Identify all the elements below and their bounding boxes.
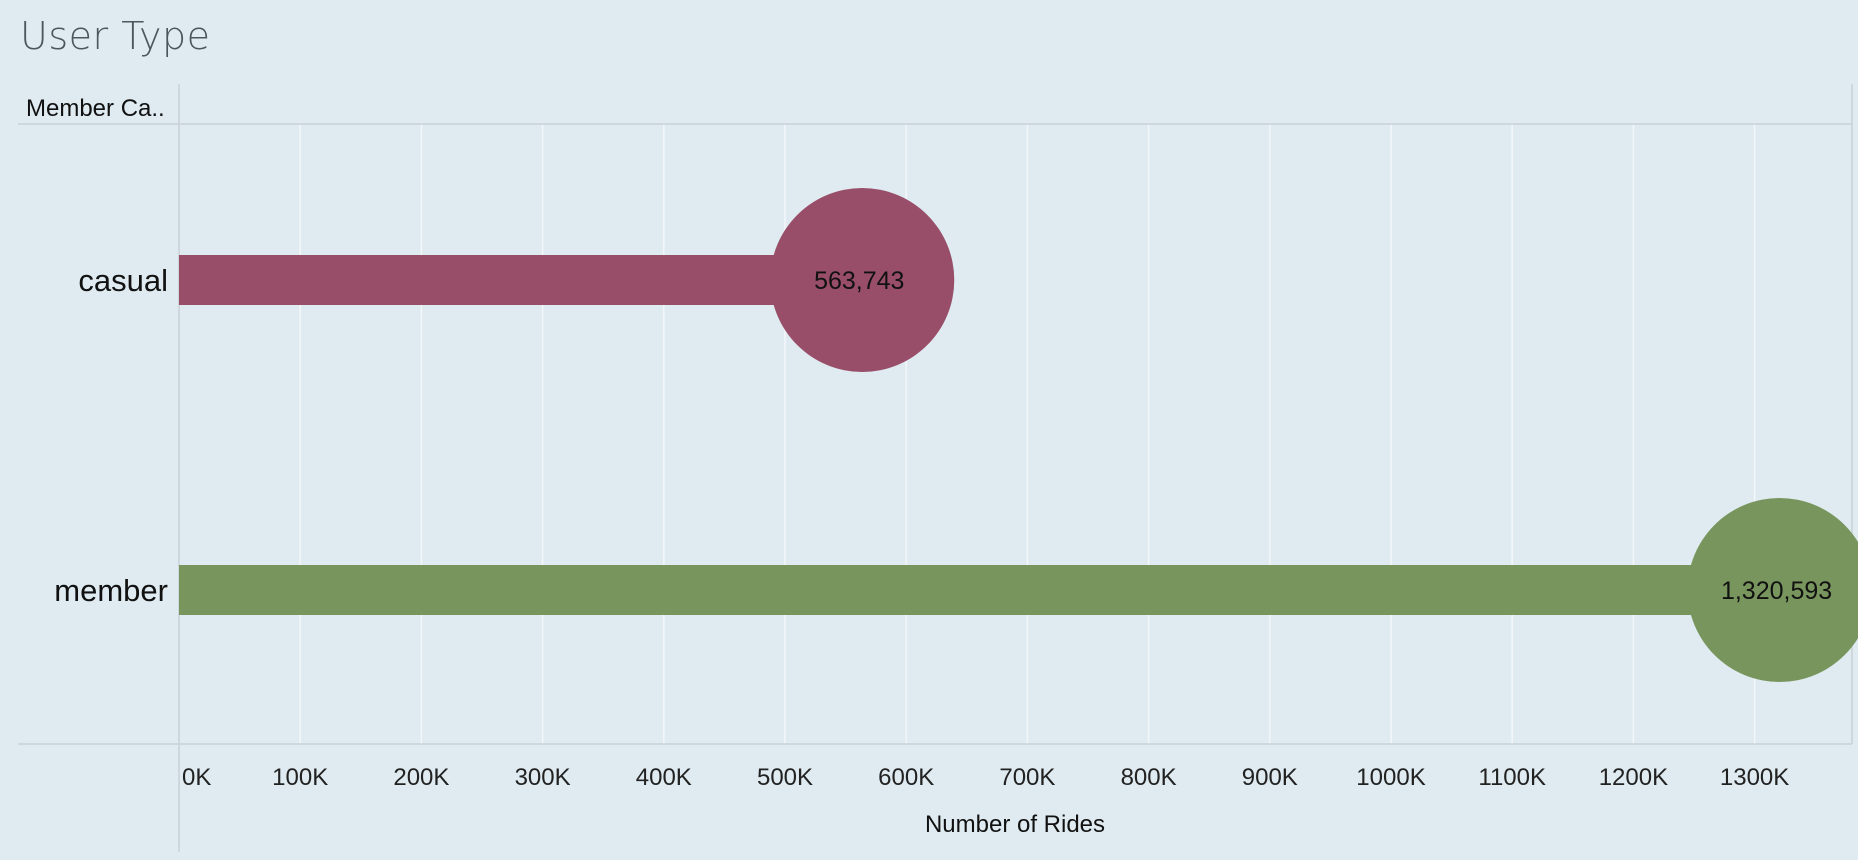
circle-marker-member[interactable]: [1687, 498, 1858, 682]
x-tick-label-6: 600K: [878, 764, 934, 791]
x-tick-label-8: 800K: [1121, 764, 1177, 791]
row-label-casual: casual: [78, 263, 168, 298]
x-tick-label-10: 1000K: [1356, 764, 1425, 791]
chart-title: User Type: [20, 14, 211, 58]
x-tick-label-0: 0K: [182, 764, 211, 791]
x-tick-label-7: 700K: [999, 764, 1055, 791]
data-label-casual: 563,743: [814, 267, 904, 295]
circle-marker-casual[interactable]: [770, 188, 955, 372]
x-tick-label-1: 100K: [272, 764, 328, 791]
x-tick-label-4: 400K: [636, 764, 692, 791]
x-tick-label-9: 900K: [1242, 764, 1298, 791]
data-label-member: 1,320,593: [1721, 577, 1832, 605]
x-tick-label-12: 1200K: [1599, 764, 1668, 791]
x-tick-label-13: 1300K: [1720, 764, 1789, 791]
x-axis-title: Number of Rides: [925, 811, 1105, 838]
x-tick-label-2: 200K: [393, 764, 449, 791]
x-tick-label-5: 500K: [757, 764, 813, 791]
row-label-member: member: [54, 573, 168, 608]
bar-member[interactable]: [179, 565, 1780, 615]
x-tick-label-11: 1100K: [1478, 764, 1546, 791]
row-header-label: Member Ca..: [26, 95, 165, 122]
x-tick-label-3: 300K: [515, 764, 571, 791]
bar-casual[interactable]: [179, 255, 863, 305]
